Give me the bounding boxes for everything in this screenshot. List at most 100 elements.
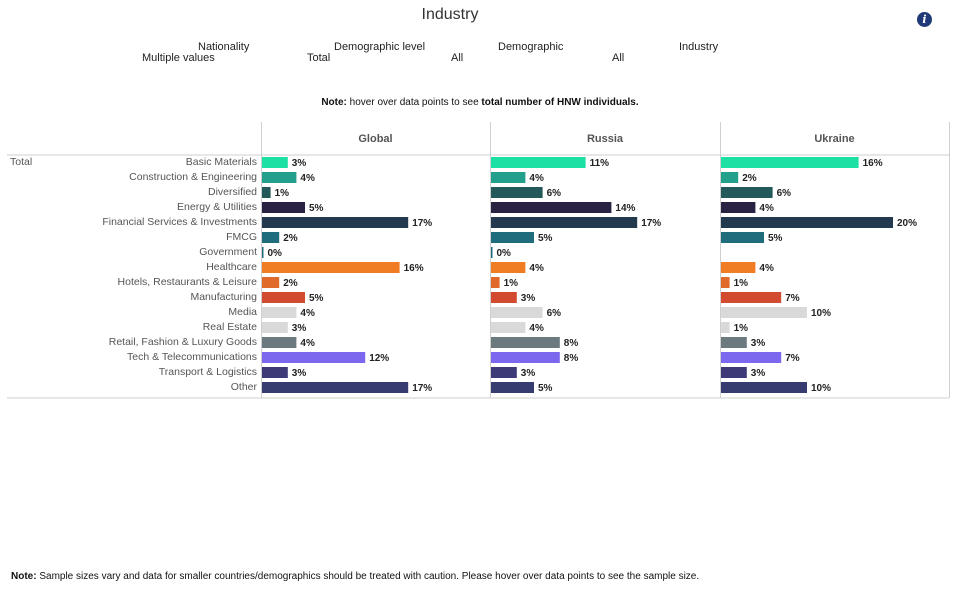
- bar-global[interactable]: [262, 322, 288, 333]
- value-label: 0%: [497, 248, 512, 259]
- value-label: 4%: [529, 263, 544, 274]
- category-label: Other: [231, 381, 258, 393]
- value-label: 4%: [529, 173, 544, 184]
- bar-global[interactable]: [262, 217, 409, 228]
- value-label: 1%: [504, 278, 519, 289]
- info-icon[interactable]: i: [917, 12, 932, 27]
- bar-global[interactable]: [262, 172, 297, 183]
- value-label: 5%: [768, 233, 783, 244]
- value-label: 16%: [863, 158, 883, 169]
- bar-global[interactable]: [262, 367, 288, 378]
- value-label: 5%: [309, 203, 324, 214]
- bar-russia[interactable]: [491, 247, 493, 258]
- category-label: Transport & Logistics: [159, 366, 257, 378]
- bar-ukraine[interactable]: [721, 307, 807, 318]
- filter-value-demographic[interactable]: All: [451, 52, 464, 64]
- note-prefix: Note:: [321, 97, 347, 108]
- value-label: 1%: [734, 323, 749, 334]
- value-label: 3%: [521, 368, 536, 379]
- value-label: 8%: [564, 338, 579, 349]
- value-label: 17%: [641, 218, 661, 229]
- bar-russia[interactable]: [491, 337, 560, 348]
- bar-russia[interactable]: [491, 232, 534, 243]
- bar-russia[interactable]: [491, 202, 612, 213]
- column-header-global: Global: [358, 133, 392, 145]
- bar-ukraine[interactable]: [721, 292, 782, 303]
- value-label: 5%: [309, 293, 324, 304]
- filter-value-nationality[interactable]: Multiple values: [142, 52, 215, 64]
- filter-value-industry[interactable]: All: [612, 52, 625, 64]
- bar-russia[interactable]: [491, 187, 543, 198]
- column-header-ukraine: Ukraine: [814, 133, 854, 145]
- bar-russia[interactable]: [491, 382, 534, 393]
- bar-ukraine[interactable]: [721, 322, 730, 333]
- value-label: 0%: [268, 248, 283, 259]
- value-label: 17%: [412, 218, 432, 229]
- bar-ukraine[interactable]: [721, 217, 893, 228]
- value-label: 6%: [547, 308, 562, 319]
- bar-russia[interactable]: [491, 307, 543, 318]
- bar-russia[interactable]: [491, 277, 500, 288]
- bar-ukraine[interactable]: [721, 382, 807, 393]
- bar-global[interactable]: [262, 262, 400, 273]
- bar-ukraine[interactable]: [721, 172, 739, 183]
- bar-russia[interactable]: [491, 367, 517, 378]
- bar-russia[interactable]: [491, 292, 517, 303]
- bar-ukraine[interactable]: [721, 352, 782, 363]
- category-label: Manufacturing: [190, 291, 257, 303]
- bar-russia[interactable]: [491, 352, 560, 363]
- bar-russia[interactable]: [491, 262, 526, 273]
- value-label: 3%: [521, 293, 536, 304]
- filter-label-industry: Industry: [679, 41, 719, 53]
- bar-global[interactable]: [262, 157, 288, 168]
- filter-value-demographic-level[interactable]: Total: [307, 52, 331, 64]
- category-label: Tech & Telecommunications: [127, 351, 257, 363]
- bar-russia[interactable]: [491, 157, 586, 168]
- page-title: Industry: [421, 6, 479, 23]
- bar-global[interactable]: [262, 202, 305, 213]
- value-label: 10%: [811, 308, 831, 319]
- bar-ukraine[interactable]: [721, 157, 859, 168]
- bar-ukraine[interactable]: [721, 337, 747, 348]
- bar-global[interactable]: [262, 187, 271, 198]
- bottom-note-text: Sample sizes vary and data for smaller c…: [36, 571, 700, 582]
- value-label: 14%: [615, 203, 635, 214]
- bar-global[interactable]: [262, 247, 264, 258]
- value-label: 4%: [300, 308, 315, 319]
- bar-russia[interactable]: [491, 217, 638, 228]
- category-label: Real Estate: [203, 321, 257, 333]
- category-label: Diversified: [208, 186, 257, 198]
- value-label: 4%: [300, 338, 315, 349]
- bar-global[interactable]: [262, 337, 297, 348]
- value-label: 2%: [283, 278, 298, 289]
- bar-global[interactable]: [262, 352, 366, 363]
- bar-ukraine[interactable]: [721, 367, 747, 378]
- bar-russia[interactable]: [491, 172, 526, 183]
- category-label: Media: [228, 306, 257, 318]
- bar-russia[interactable]: [491, 322, 526, 333]
- category-label: Government: [199, 246, 257, 258]
- bar-ukraine[interactable]: [721, 187, 773, 198]
- category-label: Retail, Fashion & Luxury Goods: [109, 336, 257, 348]
- bar-ukraine[interactable]: [721, 202, 756, 213]
- bar-ukraine[interactable]: [721, 277, 730, 288]
- bar-ukraine[interactable]: [721, 232, 764, 243]
- value-label: 6%: [547, 188, 562, 199]
- value-label: 3%: [292, 158, 307, 169]
- value-label: 7%: [785, 293, 800, 304]
- bar-global[interactable]: [262, 232, 280, 243]
- value-label: 7%: [785, 353, 800, 364]
- bar-global[interactable]: [262, 382, 409, 393]
- category-label: Construction & Engineering: [129, 171, 257, 183]
- bar-ukraine[interactable]: [721, 262, 756, 273]
- value-label: 1%: [275, 188, 290, 199]
- bottom-note-prefix: Note:: [11, 571, 37, 582]
- sample-size-note: Note: Sample sizes vary and data for sma…: [11, 571, 699, 582]
- bar-global[interactable]: [262, 307, 297, 318]
- bar-global[interactable]: [262, 277, 280, 288]
- bar-global[interactable]: [262, 292, 305, 303]
- value-label: 2%: [742, 173, 757, 184]
- note-text: hover over data points to see: [346, 97, 482, 108]
- value-label: 10%: [811, 383, 831, 394]
- value-label: 4%: [529, 323, 544, 334]
